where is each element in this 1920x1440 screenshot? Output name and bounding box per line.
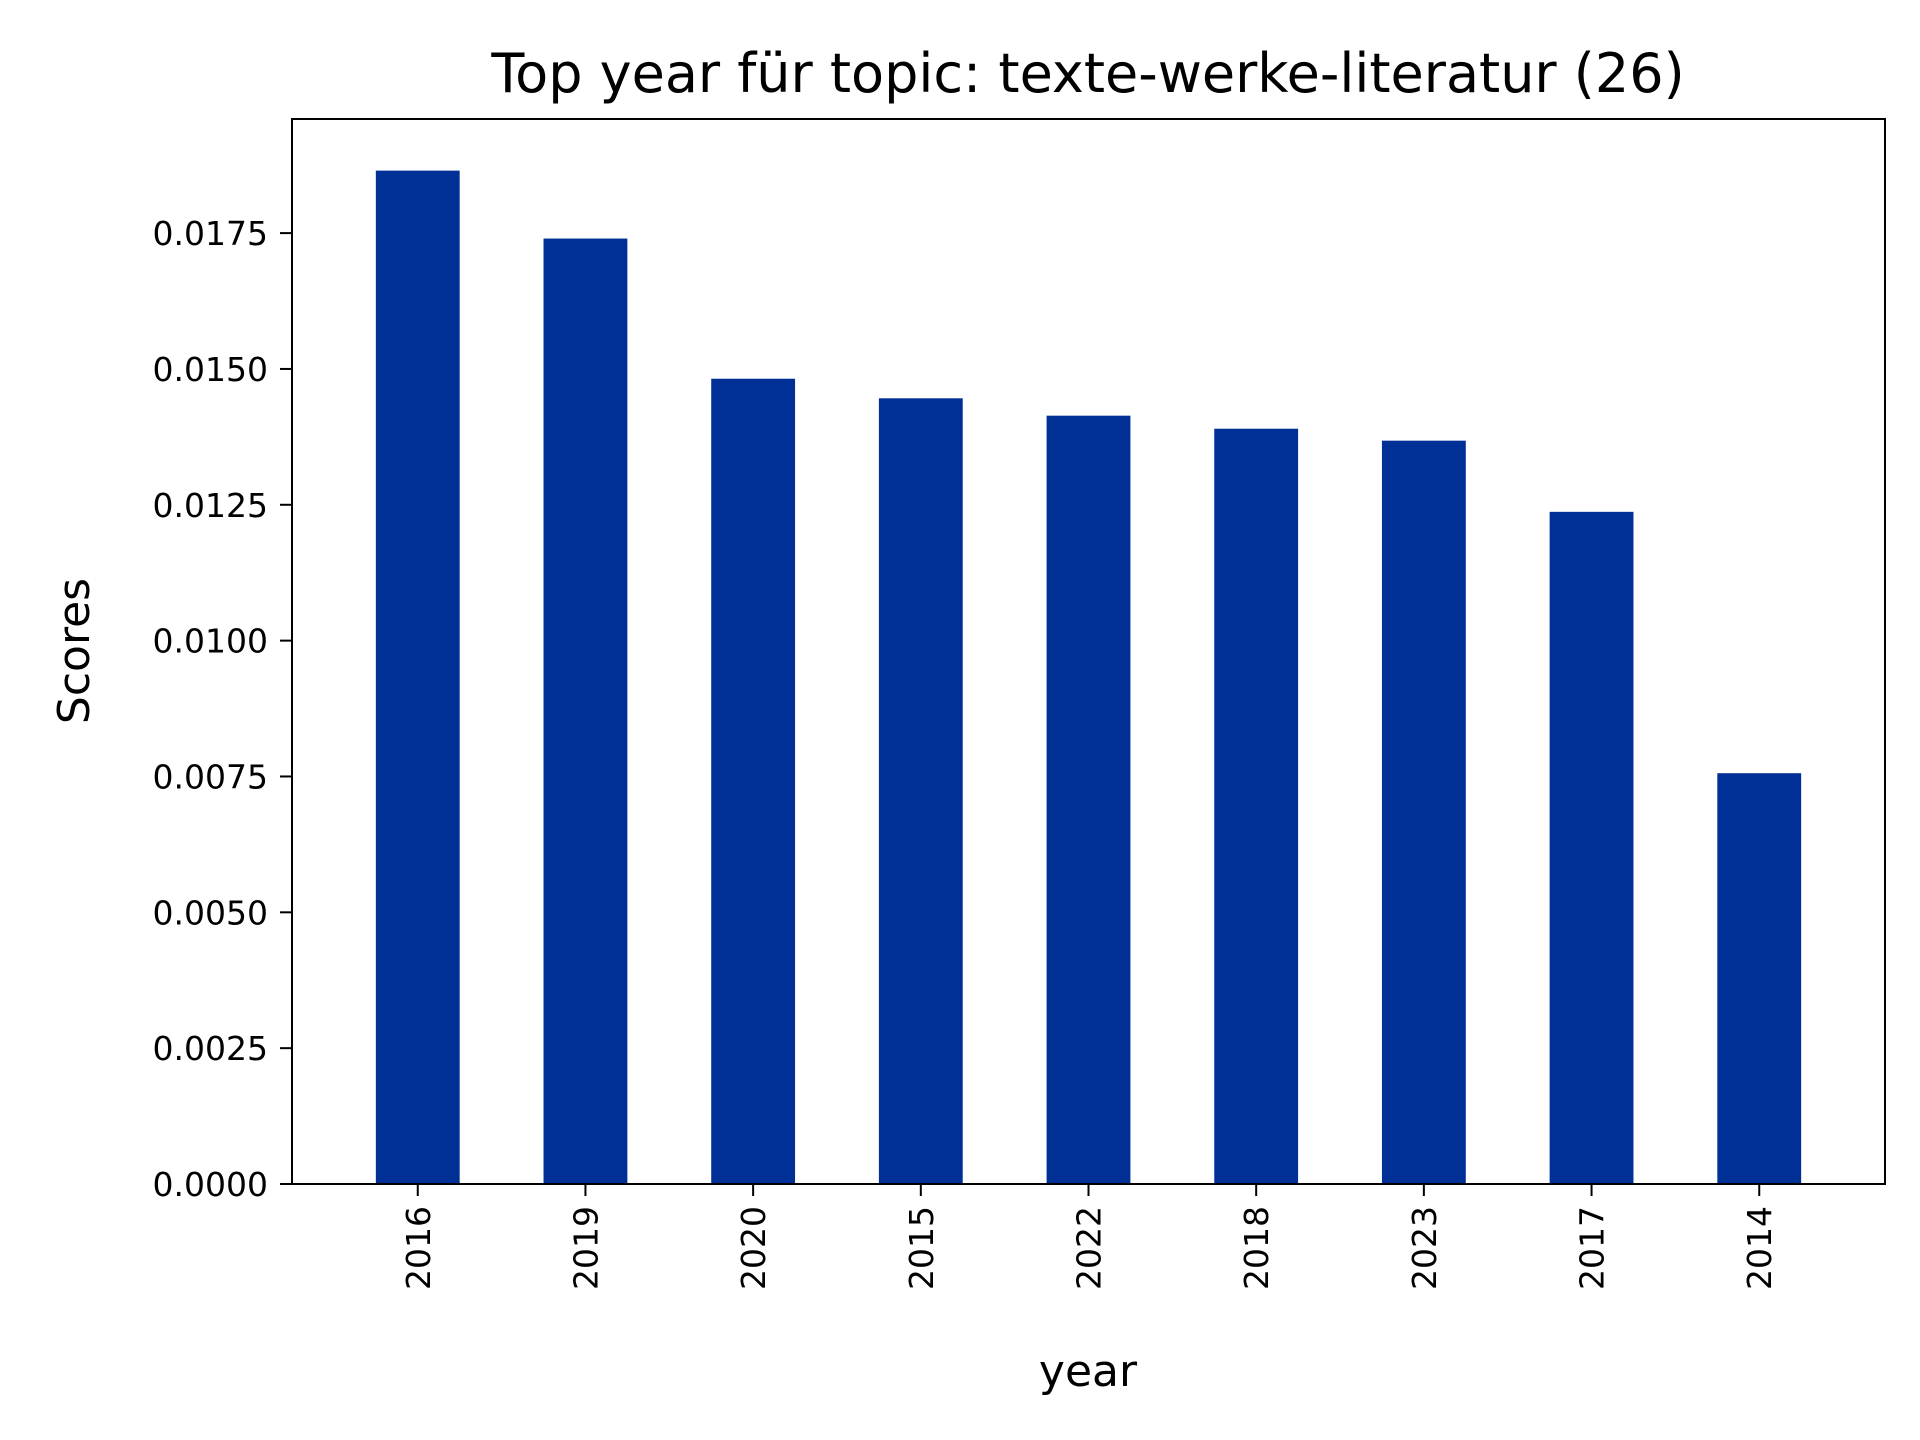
y-axis: 0.0000 0.0025 0.0050 0.0075 0.0100 0.0125 0.01… xyxy=(153,214,292,1204)
y-tick-label-6: 0.0150 xyxy=(153,350,268,389)
bar-2022 xyxy=(1046,415,1131,1184)
bars-group xyxy=(375,170,1802,1185)
x-tick-label-2022: 2022 xyxy=(1070,1206,1109,1290)
y-tick-label-4: 0.0100 xyxy=(153,622,268,661)
x-tick-label-2018: 2018 xyxy=(1237,1206,1276,1290)
x-tick-label-2015: 2015 xyxy=(902,1206,941,1290)
y-tick-label-7: 0.0175 xyxy=(153,214,268,253)
y-tick-label-0: 0.0000 xyxy=(153,1165,268,1204)
bar-2019 xyxy=(543,238,628,1185)
bar-2018 xyxy=(1214,428,1299,1185)
y-tick-label-1: 0.0025 xyxy=(153,1029,268,1068)
x-axis: 2016 2019 2020 2015 2022 2018 2023 2017 2014 xyxy=(399,1184,1779,1290)
x-tick-label-2019: 2019 xyxy=(566,1206,605,1290)
bar-2020 xyxy=(711,378,796,1185)
y-axis-label: Scores xyxy=(49,578,100,724)
bar-2017 xyxy=(1549,511,1634,1185)
chart-title: Top year für topic: texte-werke-literatu… xyxy=(490,42,1684,105)
bar-2023 xyxy=(1381,440,1466,1184)
bar-2016 xyxy=(375,170,460,1184)
y-tick-label-3: 0.0075 xyxy=(153,757,268,796)
x-axis-label: year xyxy=(1039,1346,1138,1397)
bar-2014 xyxy=(1717,773,1802,1184)
y-tick-label-5: 0.0125 xyxy=(153,486,268,525)
x-tick-label-2017: 2017 xyxy=(1573,1206,1612,1290)
x-tick-label-2020: 2020 xyxy=(734,1206,773,1290)
bar-2015 xyxy=(878,398,963,1184)
y-tick-label-2: 0.0050 xyxy=(153,893,268,932)
x-tick-label-2014: 2014 xyxy=(1740,1206,1779,1290)
plot-frame xyxy=(291,118,1886,1185)
x-tick-label-2023: 2023 xyxy=(1405,1206,1444,1290)
x-tick-label-2016: 2016 xyxy=(399,1206,438,1290)
